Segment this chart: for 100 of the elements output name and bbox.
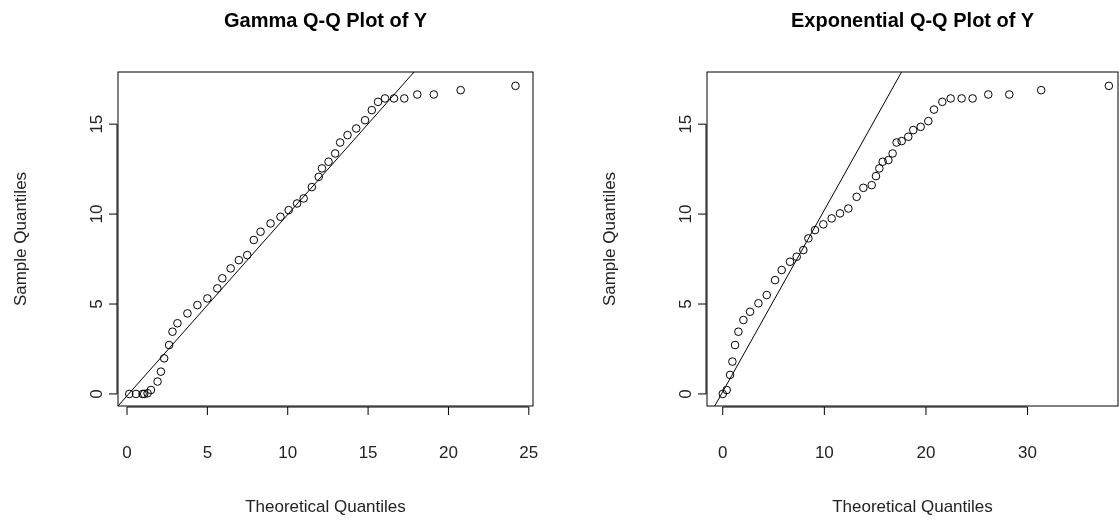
x-tick-label: 0 bbox=[718, 443, 728, 462]
point bbox=[314, 172, 324, 182]
point bbox=[888, 149, 897, 158]
point bbox=[875, 164, 884, 173]
point bbox=[968, 94, 977, 103]
point bbox=[218, 274, 227, 283]
point bbox=[844, 204, 853, 213]
chart-title: Gamma Q-Q Plot of Y bbox=[224, 9, 428, 31]
x-tick-label: 0 bbox=[122, 443, 132, 462]
point bbox=[799, 245, 808, 255]
point bbox=[777, 265, 786, 275]
x-tick-label: 10 bbox=[814, 443, 834, 462]
point bbox=[1004, 90, 1014, 99]
x-axis-title: Theoretical Quantiles bbox=[832, 497, 993, 516]
point bbox=[938, 97, 947, 107]
point bbox=[785, 257, 795, 267]
point bbox=[367, 105, 377, 115]
point bbox=[256, 227, 265, 237]
point bbox=[266, 219, 275, 228]
point bbox=[892, 138, 901, 147]
point bbox=[722, 385, 732, 395]
point bbox=[852, 192, 861, 202]
point bbox=[284, 205, 293, 215]
y-tick-label: 10 bbox=[87, 204, 106, 224]
point bbox=[983, 90, 993, 99]
point bbox=[718, 389, 728, 399]
point bbox=[399, 94, 409, 103]
point bbox=[762, 290, 772, 300]
point bbox=[728, 357, 737, 366]
point bbox=[754, 299, 763, 308]
point bbox=[183, 309, 192, 318]
point bbox=[957, 94, 966, 103]
point bbox=[159, 354, 169, 363]
point bbox=[819, 220, 828, 229]
point bbox=[173, 318, 182, 328]
x-axis-title: Theoretical Quantiles bbox=[245, 497, 406, 516]
point bbox=[351, 124, 361, 133]
point bbox=[456, 85, 465, 95]
x-tick-label: 20 bbox=[439, 443, 458, 462]
y-axis-title: Sample Quantiles bbox=[11, 171, 30, 307]
point bbox=[827, 214, 836, 223]
chart-title: Exponential Q-Q Plot of Y bbox=[791, 9, 1035, 31]
point bbox=[124, 389, 134, 399]
point bbox=[193, 300, 202, 310]
point bbox=[725, 370, 735, 380]
point bbox=[897, 136, 906, 146]
point bbox=[734, 327, 743, 337]
point bbox=[360, 115, 370, 125]
point bbox=[143, 388, 152, 398]
point bbox=[168, 327, 177, 337]
point bbox=[924, 116, 933, 126]
x-tick-label: 10 bbox=[278, 443, 298, 462]
point bbox=[884, 155, 893, 165]
point bbox=[292, 199, 302, 208]
point bbox=[389, 94, 399, 103]
x-tick-label: 20 bbox=[916, 443, 936, 462]
x-tick-label: 5 bbox=[202, 443, 213, 462]
point bbox=[324, 157, 333, 167]
point bbox=[249, 235, 259, 245]
point bbox=[916, 122, 925, 132]
point bbox=[203, 294, 212, 303]
point bbox=[871, 171, 881, 181]
point bbox=[770, 275, 780, 285]
point bbox=[156, 367, 166, 376]
point bbox=[343, 130, 352, 140]
point bbox=[908, 125, 918, 135]
point bbox=[131, 389, 141, 399]
point bbox=[929, 105, 939, 114]
point bbox=[745, 307, 755, 317]
point bbox=[903, 132, 913, 142]
point bbox=[226, 264, 235, 273]
point bbox=[429, 90, 439, 99]
y-tick-label: 15 bbox=[676, 114, 695, 134]
point bbox=[412, 90, 422, 99]
point bbox=[153, 377, 162, 386]
point bbox=[859, 183, 868, 193]
point bbox=[276, 212, 285, 222]
y-tick-label: 15 bbox=[87, 114, 106, 134]
point bbox=[511, 81, 520, 91]
point bbox=[213, 284, 222, 293]
point bbox=[380, 94, 390, 103]
point bbox=[739, 315, 748, 325]
point bbox=[373, 97, 383, 107]
point bbox=[730, 340, 740, 350]
point bbox=[804, 234, 813, 243]
point bbox=[946, 94, 955, 103]
point bbox=[1036, 85, 1046, 95]
y-tick-label: 10 bbox=[676, 204, 695, 224]
point bbox=[234, 255, 244, 265]
point bbox=[299, 194, 308, 203]
point bbox=[1104, 81, 1114, 91]
point bbox=[792, 252, 802, 262]
point bbox=[330, 149, 340, 158]
point bbox=[335, 138, 345, 147]
point bbox=[867, 180, 877, 190]
point bbox=[317, 164, 327, 173]
point bbox=[835, 209, 845, 218]
y-tick-label: 0 bbox=[676, 389, 695, 399]
y-tick-label: 5 bbox=[676, 299, 695, 309]
point bbox=[810, 225, 820, 235]
